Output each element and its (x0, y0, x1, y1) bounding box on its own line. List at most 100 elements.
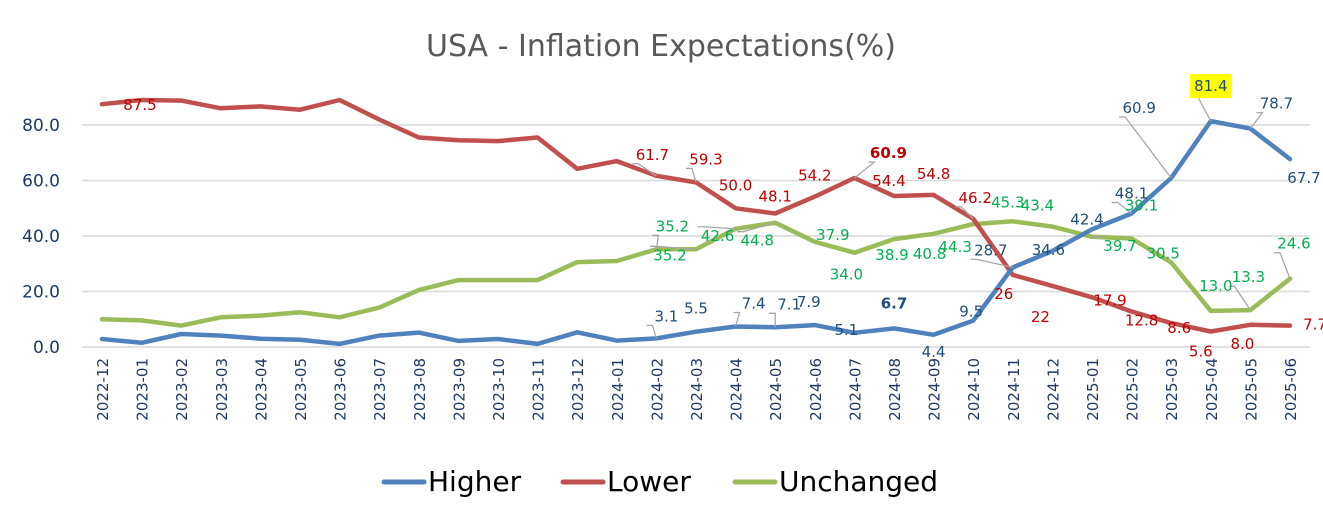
data-label-lower: 22 (1031, 308, 1050, 326)
x-tick-label: 2023-03 (213, 358, 231, 421)
legend: Higher Lower Unchanged (381, 465, 938, 498)
data-label-higher: 5.1 (834, 321, 858, 339)
data-label-higher: 4.4 (922, 343, 946, 361)
legend-item-higher[interactable]: Higher (381, 465, 522, 498)
data-label-lower: 60.9 (870, 144, 907, 162)
data-label-lower: 8.6 (1167, 319, 1191, 337)
x-tick-label: 2023-01 (134, 358, 152, 421)
data-label-higher: 42.4 (1070, 210, 1103, 228)
data-label-higher: 78.7 (1260, 95, 1293, 113)
data-label-higher: 34.6 (1032, 241, 1065, 259)
data-label-higher: 3.1 (654, 307, 678, 325)
label-leader-lines (632, 94, 1291, 339)
legend-label-higher: Higher (428, 465, 522, 498)
data-label-unchanged: 40.8 (913, 245, 946, 263)
data-label-unchanged: 45.3 (991, 193, 1024, 211)
x-tick-label: 2024-05 (767, 358, 785, 421)
leader-line (697, 226, 736, 230)
y-tick-label: 0.0 (33, 338, 60, 358)
y-tick-label: 80.0 (22, 116, 60, 136)
data-label-unchanged: 13.3 (1232, 268, 1265, 286)
data-label-unchanged: 35.2 (653, 246, 686, 264)
leader-line (1274, 252, 1291, 279)
leader-line (632, 163, 657, 177)
data-label-unchanged: 38.9 (875, 246, 908, 264)
leader-line (650, 245, 697, 250)
leader-line (955, 206, 974, 220)
x-tick-label: 2024-08 (886, 358, 904, 421)
x-tick-label: 2025-06 (1282, 358, 1300, 421)
x-axis: 2022-12 2023-01 2023-02 2023-03 2023-04 2023-… (94, 358, 1300, 421)
leader-line (686, 167, 697, 183)
data-label-lower: 8.0 (1230, 335, 1254, 353)
data-label-lower: 50.0 (719, 176, 752, 194)
x-tick-label: 2025-04 (1203, 358, 1221, 421)
data-labels: 3.1 5.5 7.4 7.17.9 5.1 6.7 4.4 9.5 28.7 34.6 42.4 4… (123, 74, 1323, 361)
legend-label-unchanged: Unchanged (779, 465, 938, 498)
x-tick-label: 2024-11 (1005, 358, 1023, 421)
x-tick-label: 2024-03 (688, 358, 706, 421)
y-tick-label: 20.0 (22, 283, 60, 303)
data-label-lower: 61.7 (636, 146, 669, 164)
x-tick-label: 2023-07 (371, 358, 389, 421)
leader-line (970, 258, 1013, 268)
x-tick-label: 2023-10 (490, 358, 508, 421)
leader-line (853, 161, 877, 179)
data-label-higher: 81.4 (1194, 77, 1227, 95)
x-tick-label: 2024-09 (926, 358, 944, 421)
data-label-unchanged: 37.9 (816, 226, 849, 244)
data-label-lower: 7.7 (1303, 316, 1323, 334)
x-tick-label: 2023-04 (252, 358, 270, 421)
data-label-lower: 12.8 (1125, 311, 1158, 329)
legend-item-unchanged[interactable]: Unchanged (732, 465, 938, 498)
x-tick-label: 2023-12 (569, 358, 587, 421)
data-label-unchanged: 30.5 (1146, 244, 1179, 262)
data-label-higher: 67.7 (1287, 169, 1320, 187)
y-axis: 0.0 20.0 40.0 60.0 80.0 (22, 116, 60, 358)
x-tick-label: 2024-07 (846, 358, 864, 421)
data-label-lower: 5.6 (1189, 342, 1213, 360)
x-tick-label: 2025-05 (1242, 358, 1260, 421)
data-label-lower: 17.9 (1093, 291, 1126, 309)
data-label-lower: 59.3 (689, 150, 722, 168)
data-label-unchanged: 42.6 (701, 227, 734, 245)
x-tick-label: 2022-12 (94, 358, 112, 421)
highlight-box (1189, 74, 1232, 99)
y-tick-label: 60.0 (22, 172, 60, 192)
leader-line (1111, 201, 1133, 215)
data-label-higher: 5.5 (684, 300, 708, 318)
data-label-lower: 46.2 (958, 189, 991, 207)
data-label-unchanged: 43.4 (1021, 197, 1054, 215)
x-tick-label: 2024-06 (807, 358, 825, 421)
data-label-unchanged: 24.6 (1277, 235, 1310, 253)
leader-line (733, 311, 741, 327)
leader-line (1190, 94, 1212, 122)
data-label-lower: 54.4 (872, 172, 905, 190)
legend-label-lower: Lower (607, 465, 691, 498)
data-label-lower: 54.2 (798, 167, 831, 185)
x-tick-label: 2024-10 (965, 358, 983, 421)
leader-line (1119, 116, 1172, 179)
data-label-higher: 6.7 (881, 294, 908, 312)
data-label-unchanged: 13.0 (1199, 277, 1232, 295)
x-tick-label: 2024-04 (728, 358, 746, 421)
data-label-higher: 7.4 (742, 294, 766, 312)
x-tick-label: 2023-09 (450, 358, 468, 421)
x-tick-label: 2024-12 (1044, 358, 1062, 421)
data-label-lower: 87.5 (123, 96, 156, 114)
x-tick-label: 2025-02 (1124, 358, 1142, 421)
data-label-higher: 28.7 (974, 241, 1007, 259)
x-tick-label: 2023-11 (530, 358, 548, 421)
x-tick-label: 2025-01 (1084, 358, 1102, 421)
data-label-unchanged: 35.2 (656, 217, 689, 235)
legend-item-lower[interactable]: Lower (560, 465, 691, 498)
series-line-higher (99, 118, 1293, 347)
y-tick-label: 40.0 (22, 227, 60, 247)
x-tick-label: 2023-08 (411, 358, 429, 421)
x-tick-label: 2023-05 (292, 358, 310, 421)
data-label-lower: 26 (994, 285, 1013, 303)
data-label-higher: 48.1 (1115, 185, 1148, 203)
leader-line (769, 312, 776, 328)
leader-line (646, 324, 658, 339)
